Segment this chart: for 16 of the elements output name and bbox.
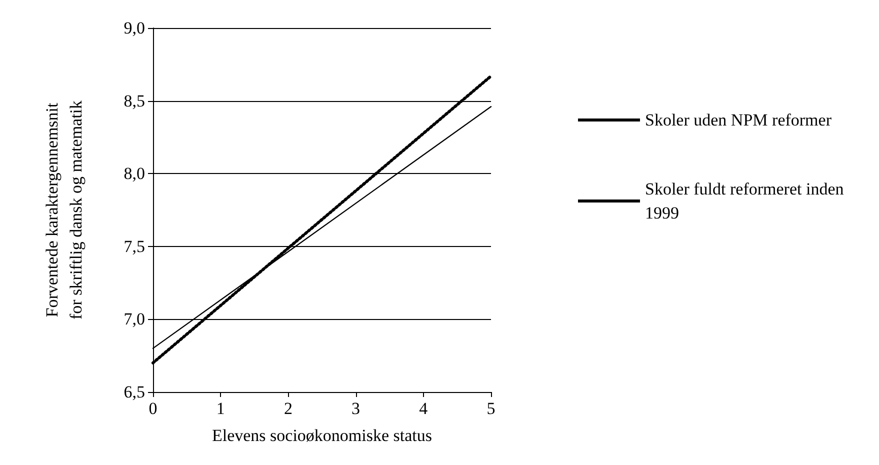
x-tick-label: 5	[486, 399, 496, 418]
y-tick-label: 6,5	[124, 382, 145, 402]
x-axis-title: Elevens socioøkonomiske status	[212, 426, 432, 445]
y-tick-label: 8,0	[124, 164, 145, 184]
y-tick-label: 7,5	[124, 236, 145, 256]
y-tick-label: 9,0	[124, 18, 145, 38]
x-tick-label: 0	[148, 399, 158, 418]
y-tick-label: 7,0	[124, 310, 145, 329]
x-tick-label: 2	[284, 399, 292, 418]
legend-label: Skoler uden NPM reformer	[645, 110, 832, 130]
y-axis-title: Forventede karaktergennemsnit for skriftlig dansk og matematik	[42, 100, 86, 320]
x-tick-label: 1	[216, 399, 225, 418]
y-tick-label: 8,5	[124, 91, 145, 110]
legend-label: Skoler fuldt reformeret inden 1999	[645, 180, 848, 222]
x-tick-label: 3	[352, 399, 360, 418]
x-tick-label: 4	[419, 399, 428, 418]
